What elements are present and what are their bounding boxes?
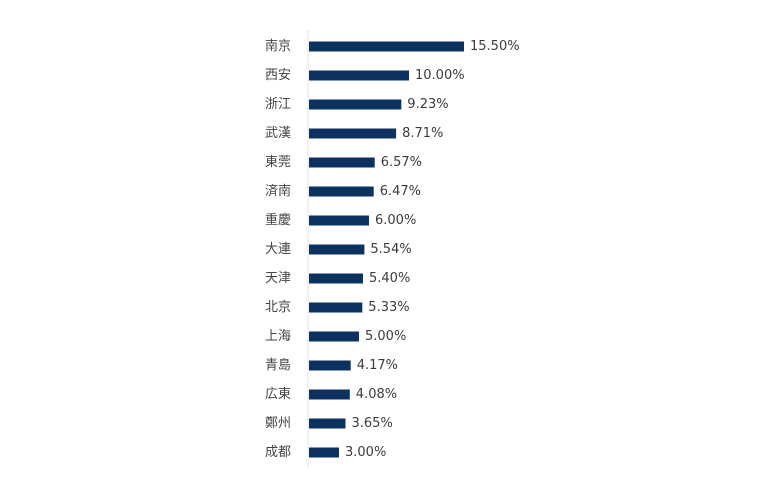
bar-1	[309, 70, 409, 81]
value-label-12: 4.08%	[356, 387, 397, 402]
bar-11	[309, 360, 351, 371]
bar-7	[309, 244, 365, 255]
category-label-5: 済南	[265, 183, 291, 199]
value-label-14: 3.00%	[345, 445, 386, 460]
value-label-11: 4.17%	[357, 358, 398, 373]
value-label-6: 6.00%	[375, 213, 416, 228]
bar-9	[309, 302, 363, 313]
bar-6	[309, 215, 369, 226]
value-label-7: 5.54%	[370, 242, 411, 257]
bar-12	[309, 389, 350, 400]
category-label-1: 西安	[265, 68, 291, 83]
category-label-8: 天津	[265, 271, 291, 286]
bar-2	[309, 99, 402, 110]
bar-10	[309, 331, 359, 342]
category-label-0: 南京	[265, 38, 291, 54]
category-label-12: 広東	[265, 386, 291, 402]
value-label-9: 5.33%	[368, 300, 409, 315]
bar-3	[309, 128, 397, 139]
bars-layer	[309, 41, 464, 458]
category-label-2: 浙江	[265, 97, 291, 112]
category-label-11: 青島	[265, 358, 291, 373]
value-label-10: 5.00%	[365, 329, 406, 344]
bar-13	[309, 418, 346, 429]
category-label-14: 成都	[265, 445, 291, 460]
value-label-3: 8.71%	[402, 126, 443, 141]
value-label-0: 15.50%	[470, 39, 520, 54]
value-label-5: 6.47%	[380, 184, 421, 199]
bar-5	[309, 186, 374, 197]
bar-0	[309, 41, 464, 52]
category-label-3: 武漢	[265, 126, 291, 141]
category-label-6: 重慶	[265, 212, 291, 228]
value-label-1: 10.00%	[415, 68, 465, 83]
value-label-13: 3.65%	[352, 416, 393, 431]
value-label-2: 9.23%	[407, 97, 448, 112]
category-label-7: 大連	[265, 242, 291, 257]
value-label-8: 5.40%	[369, 271, 410, 286]
category-label-4: 東莞	[265, 154, 291, 170]
category-label-13: 鄭州	[265, 416, 291, 431]
category-label-9: 北京	[265, 300, 291, 315]
value-label-4: 6.57%	[381, 155, 422, 170]
bar-14	[309, 447, 339, 458]
value-labels: 15.50% 10.00% 9.23% 8.71% 6.57% 6.47% 6.00% 5.5…	[345, 39, 520, 460]
bar-4	[309, 157, 375, 168]
bar-8	[309, 273, 363, 284]
category-label-10: 上海	[265, 329, 291, 344]
